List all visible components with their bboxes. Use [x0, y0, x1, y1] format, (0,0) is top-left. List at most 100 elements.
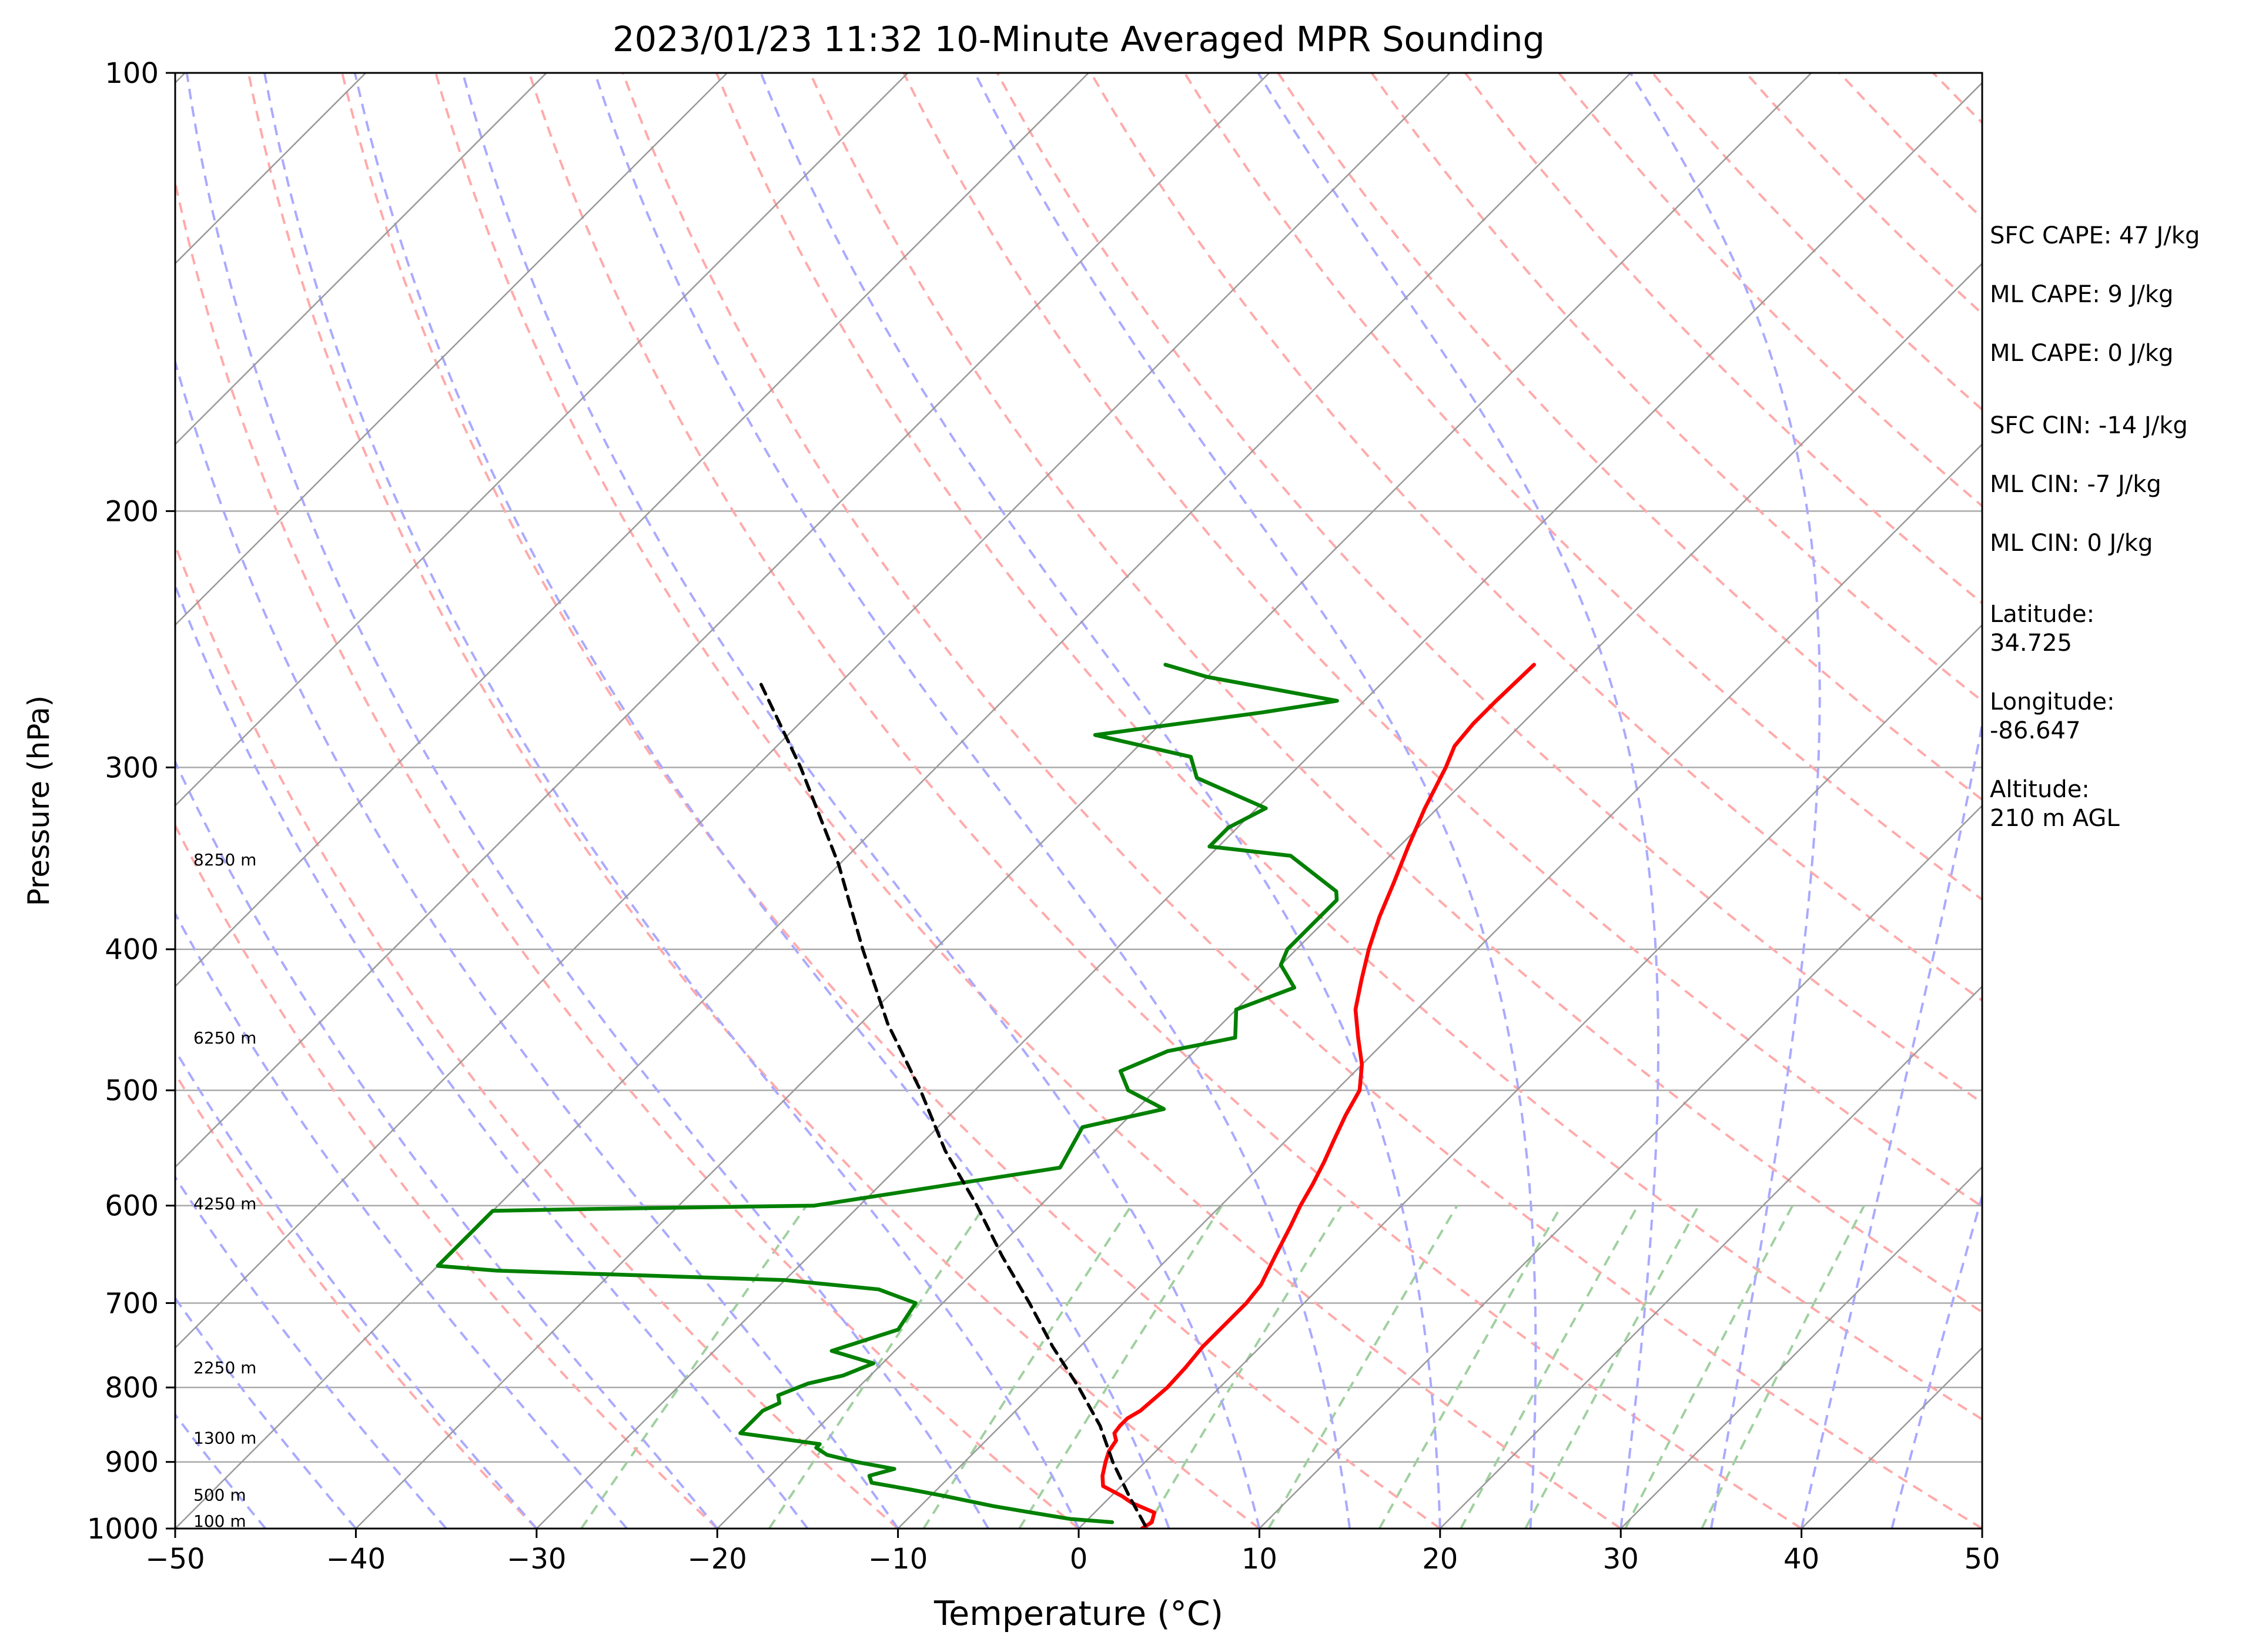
dry-adiabat-line	[434, 73, 1622, 1529]
dry-adiabat-line	[175, 823, 718, 1529]
isotherm-line	[1078, 624, 1982, 1529]
y-tick-label: 700	[105, 1287, 159, 1320]
dry-adiabat-line	[1277, 73, 1982, 801]
longitude-label: Longitude:	[1990, 688, 2114, 715]
moist-adiabat-line	[175, 1296, 357, 1529]
x-tick-label: 20	[1422, 1543, 1458, 1576]
mixing-ratio-line	[1267, 1205, 1458, 1529]
dry-adiabat-line	[1558, 73, 1982, 508]
mixing-ratio-line	[580, 1205, 808, 1529]
chart-title: 2023/01/23 11:32 10-Minute Averaged MPR …	[613, 19, 1545, 59]
y-tick-label: 800	[105, 1372, 159, 1404]
moist-adiabat-line	[1629, 73, 1821, 1529]
dry-adiabat-line	[996, 73, 1982, 1105]
mixing-ratio-line	[1524, 1205, 1700, 1529]
height-label: 6250 m	[193, 1028, 256, 1048]
latitude-value: 34.725	[1990, 630, 2072, 657]
sounding-traces	[436, 663, 1536, 1529]
dry-adiabat-line	[1183, 73, 1982, 901]
moist-adiabat-line	[973, 73, 1537, 1529]
sfc-cape-stat: SFC CAPE: 47 J/kg	[1990, 222, 2200, 249]
x-tick-label: −50	[145, 1543, 205, 1576]
height-label: 1300 m	[193, 1428, 256, 1447]
mixing-ratio-line	[922, 1205, 1133, 1529]
height-label: 2250 m	[193, 1358, 256, 1377]
dry-adiabat-line	[1089, 73, 1982, 1002]
sfc-cin-stat: SFC CIN: -14 J/kg	[1990, 412, 2188, 439]
x-tick-label: 40	[1783, 1543, 1819, 1576]
y-tick-label: 500	[105, 1075, 159, 1108]
longitude-value: -86.647	[1990, 717, 2080, 744]
x-tick-label: 10	[1242, 1543, 1277, 1576]
latitude-label: Latitude:	[1990, 601, 2094, 628]
moist-adiabat-line	[175, 911, 628, 1529]
mixing-ratio-line	[1624, 1205, 1794, 1529]
dry-adiabat-line	[621, 73, 1982, 1529]
altitude-label: Altitude:	[1990, 776, 2090, 803]
temperature-trace	[1100, 663, 1536, 1529]
x-tick-label: −20	[688, 1543, 747, 1576]
moist-adiabat-line	[263, 73, 1080, 1529]
isotherm-line	[1439, 985, 1982, 1529]
dewpoint-trace	[436, 663, 1339, 1524]
moist-adiabat-line	[353, 73, 1170, 1529]
isotherm-line	[717, 262, 1982, 1529]
dry-adiabat-line	[175, 176, 1080, 1529]
dry-adiabat-line	[247, 73, 1260, 1529]
y-tick-label: 1000	[87, 1513, 159, 1546]
isotherm-line	[897, 443, 1982, 1529]
moist-adiabat-line	[1890, 1192, 1982, 1529]
moist-adiabat-line	[175, 1048, 538, 1529]
dry-adiabat-line	[175, 1071, 538, 1529]
mixing-ratio-line	[1460, 1205, 1639, 1529]
x-tick-label: −40	[326, 1543, 386, 1576]
ml-cin-stat-2: ML CIN: 0 J/kg	[1990, 530, 2153, 557]
height-label: 500 m	[193, 1486, 246, 1505]
altitude-value: 210 m AGL	[1990, 805, 2120, 832]
ml-cape-stat-1: ML CAPE: 9 J/kg	[1990, 281, 2173, 308]
height-label: 8250 m	[193, 850, 256, 870]
dry-adiabats	[175, 73, 1982, 1529]
moist-adiabat-line	[175, 582, 809, 1529]
y-tick-label: 600	[105, 1190, 159, 1223]
isotherm-line	[355, 73, 1812, 1529]
height-label: 4250 m	[193, 1194, 256, 1213]
moist-adiabat-line	[175, 759, 718, 1529]
isotherm-line	[175, 73, 1270, 1168]
isotherm-line	[175, 73, 1631, 1529]
moist-adiabat-line	[594, 73, 1351, 1529]
x-tick-label: −10	[868, 1543, 928, 1576]
y-axis-ticks: 1000 900 800 700 600 500 400 300 200 100	[87, 57, 175, 1546]
moist-adiabat-line	[175, 1413, 267, 1529]
moist-adiabat-line	[461, 73, 1261, 1529]
x-tick-label: 0	[1070, 1543, 1088, 1576]
isobar-gridlines	[175, 73, 1982, 1529]
ml-cin-stat-1: ML CIN: -7 J/kg	[1990, 471, 2161, 498]
dry-adiabat-line	[809, 73, 1982, 1314]
y-tick-label: 200	[105, 495, 159, 528]
y-tick-label: 400	[105, 934, 159, 967]
dry-adiabat-line	[902, 73, 1982, 1208]
parcel-trace	[758, 680, 1147, 1527]
x-axis-ticks: −50 −40 −30 −20 −10 0 10 20 30 40 50	[145, 1529, 2000, 1576]
moist-adiabat-line	[759, 73, 1441, 1529]
x-tick-label: 50	[1964, 1543, 2000, 1576]
dry-adiabat-line	[1464, 73, 1982, 605]
y-tick-label: 900	[105, 1446, 159, 1479]
isotherm-line	[1259, 804, 1982, 1529]
x-axis-label: Temperature (°C)	[933, 1594, 1223, 1633]
moist-adiabats	[175, 73, 1982, 1529]
isotherm-line	[536, 82, 1982, 1529]
mixing-ratio-line	[1145, 1205, 1343, 1529]
isotherm-line	[175, 73, 1451, 1349]
mixing-ratio-line	[768, 1205, 986, 1529]
y-tick-label: 300	[105, 751, 159, 784]
dry-adiabat-line	[528, 73, 1802, 1529]
mixing-ratio-line	[1378, 1205, 1563, 1529]
isotherm-line	[175, 73, 728, 626]
ml-cape-stat-2: ML CAPE: 0 J/kg	[1990, 340, 2173, 367]
isotherm-line	[175, 73, 1089, 988]
stats-panel: SFC CAPE: 47 J/kg ML CAPE: 9 J/kg ML CAP…	[1990, 222, 2200, 832]
